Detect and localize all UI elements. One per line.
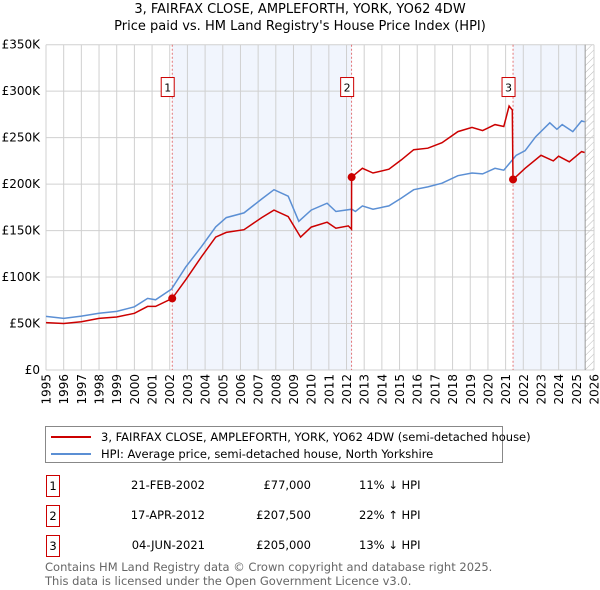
x-tick-label: 2016 xyxy=(411,374,425,405)
forecast-hatch xyxy=(585,44,594,370)
x-tick-label: 2025 xyxy=(570,374,584,405)
legend-item-property: 3, FAIRFAX CLOSE, AMPLEFORTH, YORK, YO62… xyxy=(51,429,531,445)
y-tick-label: £200K xyxy=(2,177,42,191)
transaction-date: 21-FEB-2002 xyxy=(131,478,205,492)
price-chart: 1995 1996 1997 1998 1999 2000 2001 2002 2003 2004… xyxy=(2,38,600,405)
x-tick-label: 2009 xyxy=(287,374,301,405)
sale-point xyxy=(509,175,518,184)
transaction-row: 2 17-APR-2012 £207,500 22% ↑ HPI xyxy=(46,505,546,527)
x-tick-label: 1997 xyxy=(75,374,89,405)
transaction-row: 1 21-FEB-2002 £77,000 11% ↓ HPI xyxy=(46,475,546,497)
footer-licence: This data is licensed under the Open Gov… xyxy=(45,574,412,588)
x-tick-label: 2002 xyxy=(163,374,177,405)
x-tick-label: 2018 xyxy=(446,374,460,405)
x-tick-label: 2006 xyxy=(234,374,248,405)
y-tick-label: £100K xyxy=(2,270,42,284)
x-tick-label: 2020 xyxy=(481,374,495,405)
x-tick-label: 2000 xyxy=(128,374,142,405)
footer-copyright: Contains HM Land Registry data © Crown c… xyxy=(45,560,493,574)
chart-title-line1: 3, FAIRFAX CLOSE, AMPLEFORTH, YORK, YO62… xyxy=(134,2,466,17)
x-tick-label: 1998 xyxy=(93,374,107,405)
sale-label: 3 xyxy=(505,82,512,95)
sale-label: 1 xyxy=(164,82,171,95)
property-price-line xyxy=(45,104,585,325)
x-tick-label: 2024 xyxy=(552,374,566,405)
sale-label: 2 xyxy=(344,82,351,95)
transaction-hpi-diff: 22% ↑ HPI xyxy=(359,508,421,522)
x-tick-label: 1995 xyxy=(40,374,54,405)
transaction-price: £205,000 xyxy=(256,538,311,552)
transaction-hpi-diff: 13% ↓ HPI xyxy=(359,538,421,552)
x-tick-label: 2022 xyxy=(517,374,531,405)
x-tick-label: 2023 xyxy=(535,374,549,405)
x-tick-label: 2019 xyxy=(464,374,478,405)
transaction-marker: 2 xyxy=(46,505,60,527)
x-tick-label: 2007 xyxy=(252,374,266,405)
y-tick-label: £250K xyxy=(2,131,42,145)
x-tick-label: 2008 xyxy=(269,374,283,405)
x-tick-label: 2004 xyxy=(199,374,213,405)
x-tick-label: 2012 xyxy=(340,374,354,405)
x-tick-label: 1999 xyxy=(110,374,124,405)
y-tick-label: £0 xyxy=(25,363,40,377)
transaction-marker: 1 xyxy=(46,475,60,497)
x-tick-label: 1996 xyxy=(57,374,71,405)
x-tick-label: 2005 xyxy=(216,374,230,405)
x-tick-label: 2003 xyxy=(181,374,195,405)
x-tick-label: 2011 xyxy=(322,374,336,405)
x-tick-label: 2010 xyxy=(305,374,319,405)
x-tick-label: 2015 xyxy=(393,374,407,405)
sale-label-box xyxy=(340,77,355,98)
transaction-date: 04-JUN-2021 xyxy=(131,538,205,552)
legend: 3, FAIRFAX CLOSE, AMPLEFORTH, YORK, YO62… xyxy=(45,426,531,463)
x-tick-label: 2013 xyxy=(358,374,372,405)
x-tick-label: 2014 xyxy=(375,374,389,405)
legend-label-property: 3, FAIRFAX CLOSE, AMPLEFORTH, YORK, YO62… xyxy=(101,430,531,444)
transaction-row: 3 04-JUN-2021 £205,000 13% ↓ HPI xyxy=(46,535,546,557)
shaded-range xyxy=(172,44,352,370)
transaction-marker: 3 xyxy=(46,535,60,557)
x-tick-label: 2021 xyxy=(499,374,513,405)
sale-point xyxy=(347,173,356,182)
x-tick-label: 2017 xyxy=(428,374,442,405)
sale-label-box xyxy=(501,77,516,98)
chart-title-line2: Price paid vs. HM Land Registry's House … xyxy=(114,19,486,34)
y-tick-label: £150K xyxy=(2,224,42,238)
y-tick-label: £50K xyxy=(9,317,41,331)
sale-label-box xyxy=(160,77,175,98)
transaction-price: £77,000 xyxy=(263,478,311,492)
sale-point xyxy=(168,294,177,303)
shaded-range xyxy=(513,44,586,370)
x-tick-label: 2001 xyxy=(146,374,160,405)
transaction-date: 17-APR-2012 xyxy=(130,508,205,522)
transaction-hpi-diff: 11% ↓ HPI xyxy=(359,478,421,492)
hpi-line xyxy=(45,120,585,320)
y-tick-label: £350K xyxy=(2,38,42,52)
legend-item-hpi: HPI: Average price, semi-detached house,… xyxy=(51,446,433,462)
y-tick-label: £300K xyxy=(2,84,42,98)
transaction-price: £207,500 xyxy=(256,508,311,522)
legend-swatch-blue xyxy=(51,453,91,455)
x-tick-label: 2026 xyxy=(588,374,600,405)
legend-swatch-red xyxy=(51,436,91,438)
legend-label-hpi: HPI: Average price, semi-detached house,… xyxy=(101,447,434,461)
